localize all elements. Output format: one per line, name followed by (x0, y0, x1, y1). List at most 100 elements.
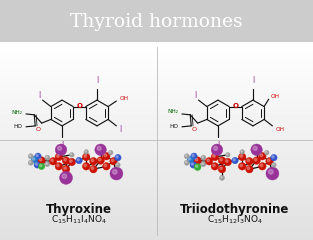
Circle shape (40, 164, 42, 167)
Circle shape (213, 146, 218, 150)
Circle shape (84, 150, 89, 154)
Text: O: O (76, 103, 83, 109)
Text: OH: OH (276, 127, 285, 132)
Circle shape (253, 146, 257, 150)
Circle shape (91, 159, 94, 162)
Circle shape (272, 162, 276, 167)
Circle shape (207, 159, 209, 162)
Circle shape (218, 165, 226, 173)
Text: I: I (252, 76, 254, 85)
Circle shape (211, 153, 218, 161)
Circle shape (62, 165, 70, 173)
Circle shape (269, 170, 273, 174)
Circle shape (69, 152, 74, 157)
Circle shape (108, 150, 113, 155)
Circle shape (55, 144, 67, 156)
Circle shape (194, 157, 201, 164)
Circle shape (70, 153, 72, 155)
Circle shape (45, 155, 50, 160)
Circle shape (239, 153, 246, 161)
Text: NH₂: NH₂ (11, 110, 22, 115)
Text: O: O (233, 103, 239, 109)
Circle shape (55, 162, 63, 170)
Circle shape (90, 165, 97, 173)
Circle shape (77, 159, 79, 161)
Text: I: I (96, 76, 98, 85)
Text: Thyroxine: Thyroxine (46, 204, 112, 216)
Circle shape (38, 157, 45, 164)
Circle shape (219, 175, 224, 180)
Circle shape (185, 161, 187, 163)
Circle shape (184, 160, 189, 165)
Circle shape (213, 155, 215, 157)
Circle shape (273, 163, 274, 165)
Circle shape (35, 163, 38, 165)
Circle shape (84, 164, 87, 167)
Circle shape (82, 162, 90, 170)
Circle shape (272, 156, 274, 158)
Circle shape (55, 153, 63, 161)
Circle shape (218, 157, 226, 164)
Circle shape (247, 159, 250, 162)
Text: OH: OH (271, 94, 280, 99)
Circle shape (28, 160, 33, 165)
Circle shape (260, 154, 263, 157)
Circle shape (187, 157, 194, 163)
Circle shape (194, 164, 201, 170)
Circle shape (233, 159, 235, 161)
Circle shape (201, 155, 206, 160)
Circle shape (196, 165, 198, 167)
Circle shape (69, 160, 72, 162)
Circle shape (267, 159, 270, 162)
Text: OH: OH (120, 96, 129, 101)
Text: NH₂: NH₂ (167, 109, 178, 114)
Circle shape (188, 158, 191, 160)
Circle shape (85, 150, 86, 152)
Circle shape (211, 144, 223, 156)
Circle shape (241, 150, 243, 152)
Text: C$_{15}$H$_{12}$I$_3$NO$_4$: C$_{15}$H$_{12}$I$_3$NO$_4$ (207, 214, 263, 226)
Circle shape (57, 155, 59, 157)
Circle shape (271, 155, 277, 161)
Circle shape (113, 170, 117, 174)
Circle shape (104, 154, 107, 157)
Circle shape (192, 154, 194, 156)
Circle shape (240, 155, 243, 157)
Circle shape (211, 162, 218, 170)
Circle shape (264, 150, 269, 155)
Circle shape (31, 157, 38, 163)
Circle shape (97, 157, 104, 164)
Circle shape (104, 164, 107, 167)
Text: C$_{15}$H$_{11}$I$_4$NO$_4$: C$_{15}$H$_{11}$I$_4$NO$_4$ (51, 214, 107, 226)
Circle shape (76, 157, 82, 164)
Circle shape (191, 163, 193, 165)
Text: I: I (61, 141, 63, 150)
Text: I: I (217, 141, 219, 150)
Circle shape (109, 151, 111, 153)
Circle shape (225, 152, 230, 157)
Circle shape (246, 157, 253, 165)
Circle shape (213, 164, 215, 167)
Circle shape (266, 157, 273, 165)
Text: HO: HO (169, 124, 178, 129)
Text: I: I (39, 91, 41, 100)
Circle shape (111, 159, 114, 162)
Circle shape (205, 157, 213, 165)
Text: I: I (119, 125, 121, 134)
Circle shape (202, 163, 203, 164)
Circle shape (185, 155, 187, 156)
Circle shape (240, 150, 244, 154)
Circle shape (84, 155, 87, 157)
Circle shape (49, 157, 57, 165)
Text: HO: HO (13, 124, 22, 129)
Circle shape (239, 162, 246, 170)
Circle shape (240, 164, 243, 167)
Circle shape (195, 158, 198, 161)
Circle shape (116, 156, 118, 158)
Text: I: I (195, 91, 197, 100)
Circle shape (259, 162, 266, 170)
Circle shape (115, 162, 120, 167)
Circle shape (91, 167, 94, 170)
Circle shape (103, 162, 110, 170)
Circle shape (116, 163, 118, 165)
